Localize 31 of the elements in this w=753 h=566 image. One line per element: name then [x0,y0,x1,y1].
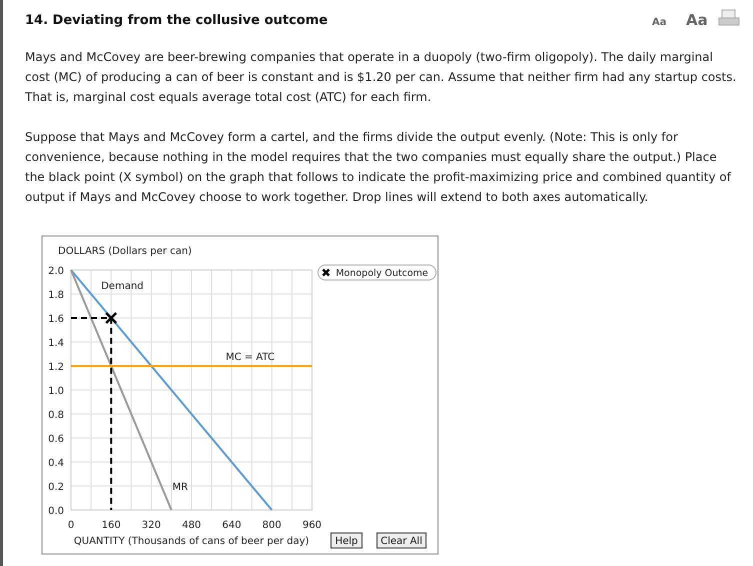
x-tick-label: 640 [222,520,242,531]
text: Suppose that Mays and McCovey form a cartel, and the firms divide the output evenly. (Note: This is only for convenience, because nothing in the model requires that the two companies must equally share the output.) Place the black point (X symbol) on the graph that follows to indicate the profit-maximizing price and combined quantity of output if Mays and McCovey choose to work together. Drop lines will extend to both axes automatically. [25,129,732,206]
series-label: MR [172,482,188,493]
series-label: Demand [101,280,144,292]
x-tick-label: 160 [102,520,121,531]
chart-title: 14. Deviating from the collusive outcome [25,13,328,28]
x-axis-title: QUANTITY (Thousands of cans of beer per day) [74,536,310,547]
y-tick-label: 1.2 [48,362,64,373]
text: Aa [686,11,708,29]
y-tick-label: 1.8 [48,290,64,301]
x-tick-label: 480 [182,520,202,531]
x-tick-label: 960 [302,520,322,531]
y-tick-label: 0.6 [48,434,64,445]
x-tick-label: 800 [262,520,282,531]
text: Aa [652,17,666,28]
y-axis-title: DOLLARS (Dollars per can) [58,246,192,257]
legend-label: Monopoly Outcome [336,268,428,279]
x-tick-label: 0 [68,520,74,531]
text: 1.0 [48,386,64,397]
y-tick-label: 0.2 [48,482,64,493]
y-tick-label: 0.8 [48,410,64,421]
y-tick-label: 0.4 [48,458,64,469]
x-tick-label: 320 [142,520,161,531]
y-tick-label: 1.4 [48,338,64,349]
text: Clear All [380,536,422,547]
y-tick-label: 1.6 [48,314,64,325]
text: Help [335,536,358,547]
text: Mays and McCovey are beer-brewing companies that operate in a duopoly (two-firm oligopoly). The daily marginal cost (MC) of producing a can of beer is constant and is $1.20 per can. Assume that neither firm had any startup costs. That is, marginal cost equals average total cost (ATC) for each firm. [25,49,738,106]
text: 2.0 [48,266,64,277]
series-label: MC = ATC [226,352,275,363]
text: 0.0 [48,506,64,517]
